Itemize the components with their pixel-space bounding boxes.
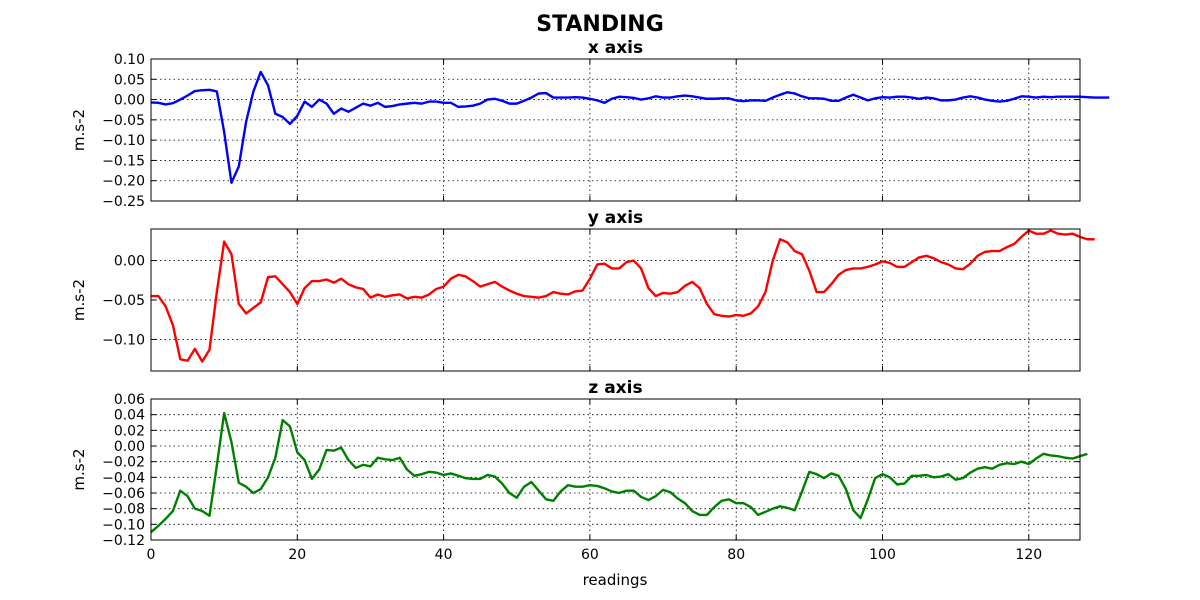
figure-title: STANDING	[536, 12, 664, 37]
z-xtick-label: 120	[1015, 547, 1042, 563]
z-ytick-label: 0.00	[114, 439, 145, 455]
z-ytick-label: 0.02	[114, 423, 145, 439]
z-xtick-label: 60	[581, 547, 599, 563]
y-ytick-label: 0.00	[114, 254, 145, 270]
x-axis-label: readings	[583, 571, 648, 589]
x-ytick-label: −0.20	[102, 174, 145, 190]
x-axis-ylabel: m.s-2	[70, 109, 88, 151]
x-ytick-label: −0.05	[102, 113, 145, 129]
x-ytick-label: 0.05	[114, 72, 145, 88]
z-xtick-label: 100	[869, 547, 896, 563]
x-ytick-label: 0.00	[114, 93, 145, 109]
x-ytick-label: −0.15	[102, 153, 145, 169]
y-axis-series-line	[151, 229, 1095, 363]
x-ytick-label: −0.10	[102, 133, 145, 149]
z-axis-title: z axis	[588, 378, 642, 398]
x-axis-series-line	[150, 70, 1110, 184]
z-ytick-label: 0.04	[114, 408, 145, 424]
z-xtick-label: 40	[435, 547, 453, 563]
z-ytick-label: 0.06	[114, 392, 145, 408]
z-axis-frame	[150, 398, 1081, 541]
x-axis-frame	[150, 58, 1081, 202]
z-ytick-label: −0.06	[102, 486, 145, 502]
x-axis-title: x axis	[588, 38, 643, 58]
y-axis-ylabel: m.s-2	[70, 279, 88, 321]
y-axis-title: y axis	[588, 208, 643, 228]
z-axis-series-line	[150, 411, 1088, 534]
x-ytick-label: −0.25	[102, 194, 145, 210]
z-xtick-label: 0	[147, 547, 156, 563]
z-axis-ylabel: m.s-2	[70, 448, 88, 490]
y-axis-panel: −0.10 −0.05 0.00 y axis m.s-2	[70, 208, 1095, 372]
z-ytick-label: −0.12	[102, 533, 145, 549]
subplots: −0.25 −0.20 −0.15 −0.10 −0.05 0.00 0.05 0.10 x a…	[70, 38, 1110, 563]
z-ytick-label: −0.04	[102, 470, 145, 486]
z-axis-panel: −0.12−0.10−0.08−0.06−0.04−0.020.000.020.…	[70, 378, 1088, 563]
z-ytick-label: −0.08	[102, 502, 145, 518]
z-xtick-label: 20	[288, 547, 306, 563]
x-axis-panel: −0.25 −0.20 −0.15 −0.10 −0.05 0.00 0.05 0.10 x a…	[70, 38, 1110, 210]
z-ytick-label: −0.10	[102, 517, 145, 533]
x-ytick-label: 0.10	[114, 52, 145, 68]
y-ytick-label: −0.05	[102, 293, 145, 309]
z-ytick-label: −0.02	[102, 455, 145, 471]
y-ytick-label: −0.10	[102, 332, 145, 348]
z-xtick-label: 80	[727, 547, 745, 563]
